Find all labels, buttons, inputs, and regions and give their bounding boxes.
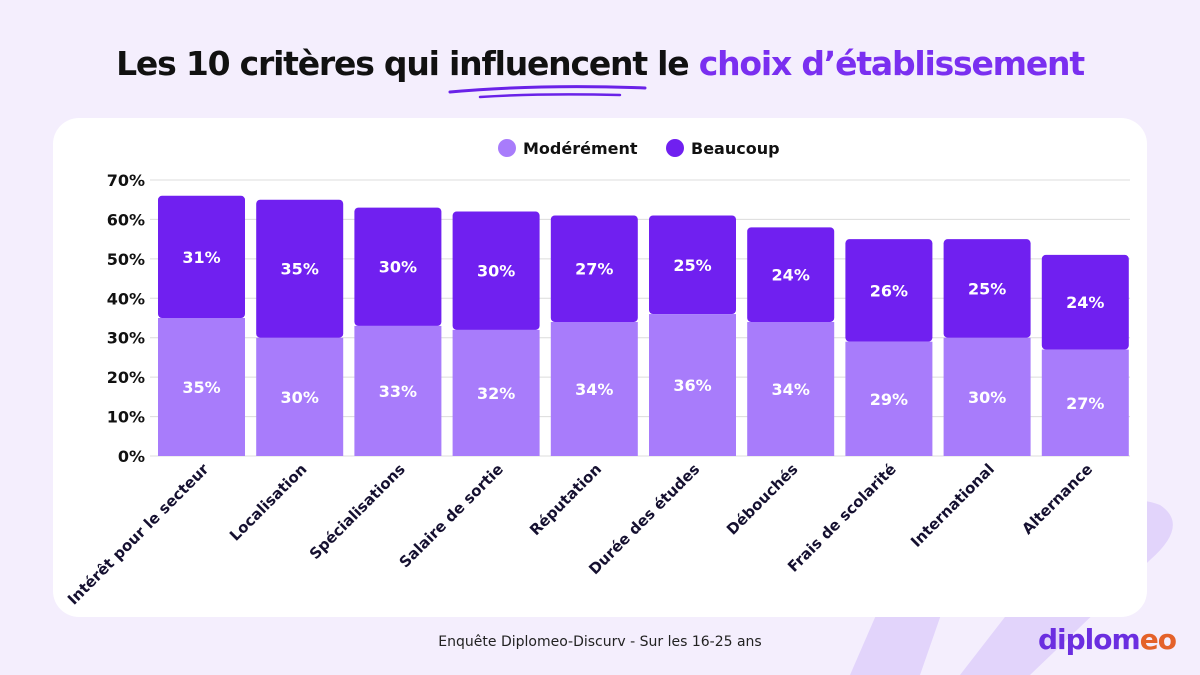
data-label: 36% [673,376,711,395]
y-tick-label: 50% [107,250,145,269]
data-label: 32% [477,384,515,403]
y-tick-label: 60% [107,210,145,229]
y-tick-label: 70% [107,171,145,190]
data-label: 30% [477,262,515,281]
y-tick-label: 40% [107,289,145,308]
data-label: 30% [379,258,417,277]
bar-moderement [158,318,245,456]
bar-moderement [550,321,638,456]
bar-beaucoup [354,207,442,326]
y-tick-label: 20% [107,368,145,387]
bar-moderement [649,314,736,456]
x-tick-label: Salaire de sortie [396,460,507,571]
bar-beaucoup [845,239,933,342]
bar-beaucoup [550,215,638,322]
bar-moderement [747,321,835,456]
data-label: 24% [772,266,810,285]
data-label: 26% [870,281,908,300]
y-tick-label: 30% [107,329,145,348]
diplomeo-logo: diplomeo [1038,623,1177,656]
bar-beaucoup [158,195,245,318]
bar-moderement [354,325,442,456]
bar-beaucoup [1041,254,1129,350]
bar-beaucoup [747,227,835,322]
data-label: 34% [772,380,810,399]
data-label: 30% [968,388,1006,407]
x-tick-label: Spécialisations [306,460,409,563]
data-label: 35% [281,260,319,279]
data-label: 33% [379,382,417,401]
data-label: 25% [673,256,711,275]
y-tick-label: 10% [107,408,145,427]
data-label: 30% [281,388,319,407]
legend-label: Beaucoup [691,139,780,158]
data-label: 27% [1066,394,1104,413]
x-tick-label: Localisation [226,460,311,545]
page-title: Les 10 critères qui influencent le choix… [0,44,1200,83]
data-label: 29% [870,390,908,409]
bar-beaucoup [649,215,736,315]
x-tick-label: Alternance [1018,460,1096,538]
legend-marker-beaucoup [666,139,684,157]
source-note: Enquête Diplomeo-Discurv - Sur les 16-25… [438,634,762,650]
bar-moderement [1041,349,1129,456]
bar-moderement [256,337,344,456]
x-tick-label: Débouchés [723,460,802,539]
x-tick-label: Durée des études [585,460,703,578]
data-label: 34% [575,380,613,399]
legend-label: Modérément [523,139,638,158]
data-label: 24% [1066,293,1104,312]
x-tick-label: Intérêt pour le secteur [64,460,213,609]
data-label: 31% [182,248,220,267]
bar-beaucoup [256,199,344,338]
x-tick-label: International [907,460,998,551]
bar-moderement [845,341,933,456]
legend-marker-moderement [498,139,516,157]
bar-beaucoup [452,211,540,330]
bar-moderement [943,337,1031,456]
title-text: Les 10 critères qui influencent le [116,44,699,83]
bar-beaucoup [943,239,1031,338]
x-tick-label: Réputation [526,460,605,539]
y-tick-label: 0% [118,447,145,466]
data-label: 35% [182,378,220,397]
x-tick-label: Frais de scolarité [784,460,900,576]
data-label: 25% [968,279,1006,298]
title-accent-text: choix d’établissement [698,44,1085,83]
bar-moderement [452,329,540,456]
data-label: 27% [575,260,613,279]
